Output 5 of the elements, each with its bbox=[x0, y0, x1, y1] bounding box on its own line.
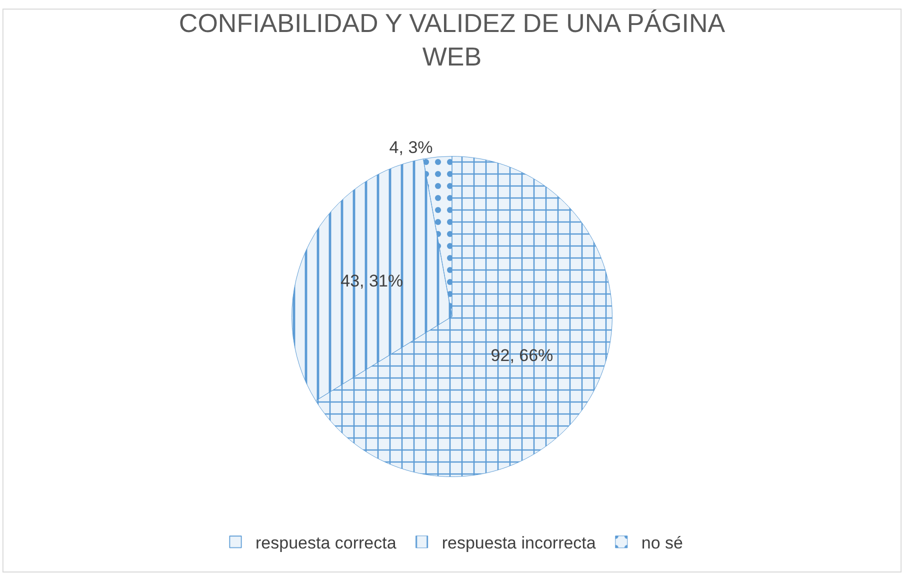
chart-title: CONFIABILIDAD Y VALIDEZ DE UNA PÁGINA WEB bbox=[178, 8, 726, 72]
legend-label: respuesta incorrecta bbox=[442, 534, 596, 553]
data-label: 4, 3% bbox=[389, 138, 433, 158]
legend-label: respuesta correcta bbox=[256, 534, 397, 553]
legend-label: no sé bbox=[641, 534, 683, 553]
